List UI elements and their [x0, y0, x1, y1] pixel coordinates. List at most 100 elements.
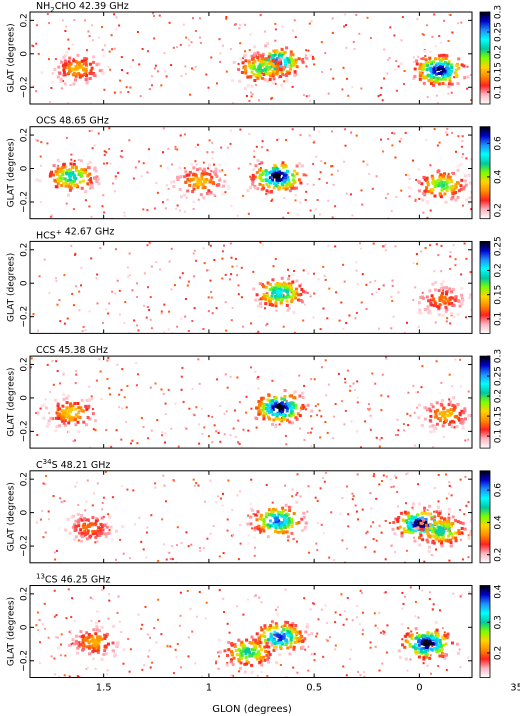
emission-pixel [279, 521, 283, 525]
emission-pixel [82, 73, 86, 77]
noise-pixel [291, 85, 294, 88]
noise-pixel [260, 601, 263, 604]
noise-pixel [72, 440, 75, 443]
emission-pixel [272, 64, 276, 68]
noise-pixel [174, 145, 177, 148]
emission-pixel [278, 287, 282, 290]
noise-pixel [309, 608, 312, 611]
emission-pixel [423, 417, 427, 421]
noise-pixel [357, 670, 359, 673]
noise-pixel [55, 549, 58, 552]
noise-pixel [165, 500, 167, 503]
emission-pixel [271, 422, 275, 426]
emission-pixel [432, 429, 436, 433]
emission-pixel [292, 630, 295, 634]
noise-pixel [57, 164, 60, 167]
noise-pixel [435, 360, 438, 363]
emission-pixel [285, 79, 289, 83]
emission-pixel [269, 74, 273, 78]
colorbar-tick-label: 0.2 [494, 45, 504, 59]
noise-pixel [165, 184, 168, 187]
emission-pixel [284, 295, 288, 299]
emission-pixel [275, 414, 279, 418]
emission-pixel [62, 417, 66, 421]
emission-pixel [64, 180, 68, 184]
noise-pixel [69, 629, 72, 632]
emission-pixel [80, 409, 84, 413]
emission-pixel [433, 410, 437, 414]
emission-pixel [77, 63, 81, 67]
noise-pixel [207, 269, 210, 272]
peak-mark [244, 648, 249, 653]
noise-pixel [202, 328, 205, 330]
noise-pixel [375, 291, 378, 294]
emission-pixel [304, 630, 308, 634]
emission-pixel [425, 68, 429, 72]
noise-pixel [237, 558, 240, 561]
noise-pixel [221, 257, 224, 260]
noise-pixel [129, 65, 132, 68]
emission-pixel [289, 626, 293, 630]
emission-pixel [452, 396, 456, 400]
noise-pixel [375, 175, 378, 178]
noise-pixel [92, 428, 95, 431]
noise-pixel [91, 408, 94, 411]
emission-pixel [432, 541, 436, 545]
noise-pixel [74, 252, 77, 255]
emission-pixel [438, 639, 442, 642]
emission-pixel [262, 631, 266, 635]
noise-pixel [54, 58, 57, 60]
emission-pixel [260, 69, 264, 73]
emission-pixel [275, 50, 279, 54]
emission-pixel [245, 662, 248, 666]
noise-pixel [270, 97, 273, 100]
x-tick-label: 1.5 [96, 683, 112, 694]
emission-pixel [268, 524, 272, 528]
emission-pixel [82, 526, 86, 529]
noise-pixel [213, 259, 216, 261]
emission-pixel [180, 195, 183, 199]
emission-pixel [437, 514, 441, 517]
x-tick-label: 0 [416, 683, 422, 694]
emission-pixel [89, 534, 93, 538]
noise-pixel [253, 150, 256, 153]
noise-pixel [35, 521, 38, 524]
noise-pixel [396, 490, 399, 493]
noise-pixel [140, 627, 143, 630]
noise-pixel [465, 504, 468, 507]
emission-pixel [266, 42, 270, 46]
noise-pixel [294, 199, 297, 202]
emission-pixel [428, 637, 431, 641]
emission-pixel [297, 178, 301, 182]
emission-pixel [425, 186, 429, 190]
emission-pixel [229, 660, 233, 664]
emission-pixel [74, 639, 78, 643]
emission-pixel [426, 180, 430, 184]
noise-pixel [211, 151, 214, 154]
emission-pixel [462, 64, 466, 68]
noise-pixel [373, 473, 376, 476]
emission-pixel [297, 293, 301, 297]
noise-pixel [225, 410, 228, 413]
emission-pixel [60, 60, 64, 64]
noise-pixel [87, 179, 90, 182]
peak-mark [74, 65, 79, 70]
noise-pixel [265, 484, 268, 486]
noise-pixel [166, 198, 169, 201]
noise-pixel [277, 137, 280, 140]
emission-pixel [439, 195, 443, 199]
noise-pixel [394, 434, 397, 437]
noise-pixel [433, 13, 436, 16]
emission-pixel [451, 515, 455, 519]
noise-pixel [91, 39, 94, 42]
noise-pixel [102, 321, 104, 324]
emission-pixel [285, 632, 289, 636]
noise-pixel [120, 150, 123, 152]
noise-pixel [257, 378, 260, 381]
emission-pixel [95, 179, 99, 183]
emission-pixel [82, 420, 86, 424]
emission-pixel [201, 172, 205, 176]
noise-pixel [190, 41, 193, 44]
noise-pixel [305, 174, 308, 177]
emission-pixel [290, 401, 294, 405]
